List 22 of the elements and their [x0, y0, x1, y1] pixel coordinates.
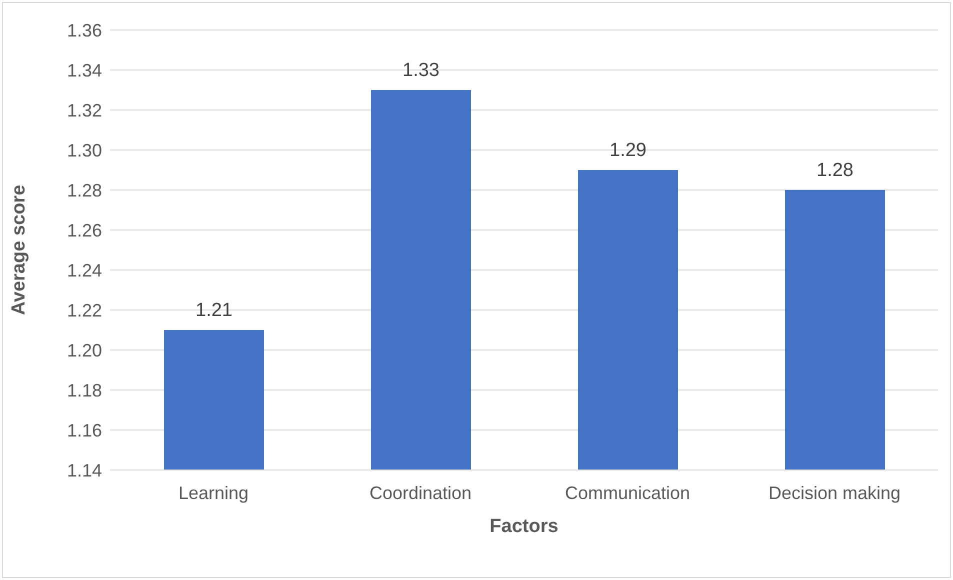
y-tick-label: 1.16	[66, 420, 102, 440]
y-tick-label: 1.26	[66, 220, 102, 240]
y-tick-label: 1.20	[66, 340, 102, 360]
y-tick-label: 1.14	[66, 460, 102, 480]
y-tick-label: 1.24	[66, 260, 102, 280]
x-axis-title: Factors	[490, 516, 558, 537]
x-tick-label: Coordination	[369, 482, 472, 503]
x-tick-label: Communication	[564, 482, 690, 503]
data-label: 1.21	[196, 300, 232, 321]
y-tick-label: 1.28	[66, 180, 102, 200]
y-tick-label: 1.34	[66, 60, 102, 80]
y-tick-label: 1.32	[66, 100, 102, 120]
data-label: 1.28	[816, 160, 854, 181]
y-tick-label: 1.22	[66, 300, 102, 320]
y-axis-title: Average score	[8, 184, 30, 316]
data-label: 1.29	[610, 140, 646, 161]
x-tick-label: Learning	[178, 482, 249, 503]
y-tick-label: 1.18	[66, 380, 102, 400]
x-tick-label: Decision making	[768, 482, 901, 503]
y-tick-label: 1.30	[66, 140, 102, 160]
data-label: 1.33	[402, 60, 440, 81]
y-tick-label: 1.36	[66, 20, 102, 40]
